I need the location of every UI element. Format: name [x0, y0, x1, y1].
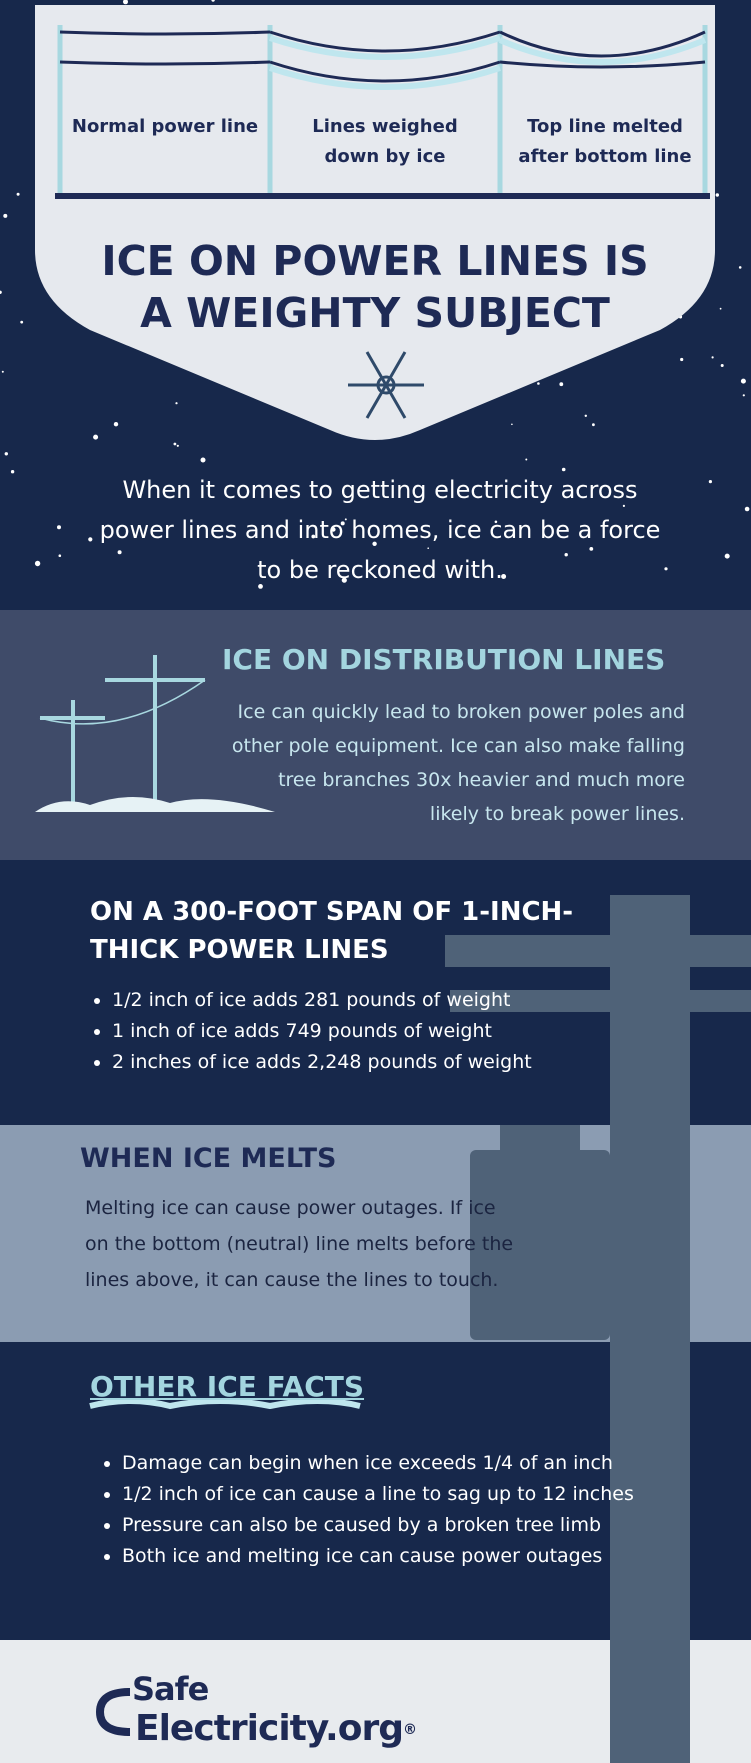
- star: [176, 444, 179, 447]
- star: [173, 442, 177, 446]
- star: [742, 394, 745, 397]
- star: [123, 0, 128, 5]
- star: [0, 290, 2, 294]
- star: [372, 541, 377, 546]
- bullet: 1 inch of ice adds 749 pounds of weight: [112, 1016, 532, 1047]
- panel-label: Top line melted after bottom line: [518, 116, 692, 167]
- star: [1, 370, 4, 373]
- star: [511, 423, 513, 426]
- pole-silhouette: [445, 895, 751, 1763]
- section-heading: ON A 300-FOOT SPAN OF 1-INCH-THICK POWER…: [90, 897, 574, 965]
- star: [559, 382, 564, 387]
- star: [117, 550, 122, 555]
- star: [564, 553, 568, 557]
- logo-line: Safe: [132, 1670, 209, 1708]
- heading-ice: [89, 1398, 361, 1410]
- star: [16, 192, 20, 196]
- section-heading: ICE ON DISTRIBUTION LINES: [222, 643, 666, 676]
- section-heading: OTHER ICE FACTS: [90, 1370, 365, 1403]
- star: [10, 470, 15, 474]
- star: [20, 320, 24, 324]
- bullet-list: Damage can begin when ice exceeds 1/4 of…: [100, 1448, 634, 1572]
- section-text: Melting ice can cause power outages. If …: [85, 1197, 514, 1291]
- panel-label: Lines weighed down by ice: [312, 116, 458, 167]
- star: [584, 414, 587, 417]
- title: ICE ON POWER LINES IS A WEIGHTY SUBJECT: [101, 237, 649, 337]
- star: [744, 506, 750, 512]
- star: [561, 467, 566, 472]
- header-ice: [269, 35, 707, 90]
- star: [331, 527, 336, 532]
- star: [622, 504, 626, 507]
- bullet: 2 inches of ice adds 2,248 pounds of wei…: [112, 1047, 532, 1078]
- star: [589, 547, 594, 551]
- star: [715, 193, 719, 197]
- star: [680, 357, 684, 362]
- section-text: Ice can quickly lead to broken power pol…: [231, 701, 685, 825]
- star: [93, 434, 99, 440]
- star: [494, 520, 498, 524]
- star: [311, 534, 316, 539]
- star: [724, 553, 730, 559]
- distribution-poles: [39, 655, 206, 805]
- star: [344, 518, 347, 521]
- star: [592, 423, 595, 427]
- bullet: Pressure can also be caused by a broken …: [122, 1510, 634, 1541]
- section-heading: WHEN ICE MELTS: [80, 1143, 337, 1174]
- star: [525, 458, 528, 461]
- star: [711, 356, 714, 359]
- snowflake: [348, 351, 424, 419]
- star: [341, 577, 347, 583]
- bullet: 1/2 inch of ice adds 281 pounds of weigh…: [112, 985, 532, 1016]
- star: [501, 574, 507, 579]
- star: [708, 480, 713, 484]
- star: [211, 0, 215, 2]
- star: [58, 554, 62, 557]
- bullet-list: 1/2 inch of ice adds 281 pounds of weigh…: [90, 985, 532, 1078]
- star: [427, 547, 430, 549]
- star: [4, 452, 8, 456]
- header-panel: [35, 5, 715, 440]
- star: [258, 584, 263, 589]
- star: [57, 525, 61, 530]
- star: [340, 521, 345, 526]
- header-poles: [57, 25, 708, 195]
- star: [664, 567, 668, 571]
- star: [537, 382, 540, 385]
- bullet: Damage can begin when ice exceeds 1/4 of…: [122, 1448, 634, 1479]
- snow-pile: [35, 796, 275, 812]
- star: [738, 266, 742, 269]
- star: [175, 402, 178, 405]
- star: [740, 378, 746, 384]
- bullet: 1/2 inch of ice can cause a line to sag …: [122, 1479, 634, 1510]
- star: [34, 560, 41, 567]
- header-wires: [59, 30, 706, 83]
- star: [720, 364, 724, 367]
- logo-text: Electricity.org: [135, 1708, 404, 1749]
- band-distribution: [0, 610, 751, 860]
- star: [113, 422, 119, 427]
- bullet: Both ice and melting ice can cause power…: [122, 1541, 634, 1572]
- star: [88, 537, 93, 542]
- logo-line: Electricity.org®: [135, 1708, 417, 1749]
- logo-plug: [95, 1688, 131, 1736]
- star: [3, 213, 8, 218]
- star: [719, 307, 722, 310]
- star: [200, 457, 206, 463]
- logo-mark: ®: [402, 1722, 417, 1738]
- panel-label: Normal power line: [71, 116, 259, 137]
- intro: When it comes to getting electricity acr…: [99, 476, 661, 584]
